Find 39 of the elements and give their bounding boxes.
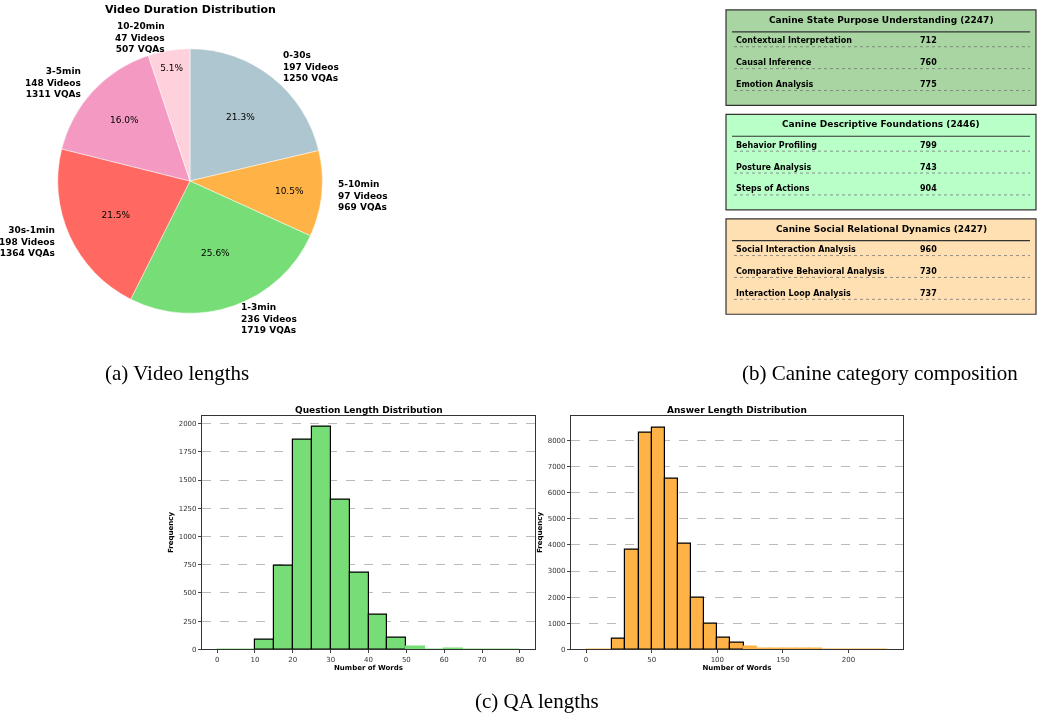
slice-label: 1-3min 236 Videos 1719 VQAs [241, 302, 297, 336]
data-label: 25.6% [201, 248, 231, 259]
text: Canine Social Relational Dynamics (2427) [776, 224, 988, 234]
text: 799 [920, 141, 938, 150]
text: Behavior Profiling [736, 141, 818, 150]
chart-title: Question Length Distribution [295, 405, 443, 415]
text: Interaction Loop Analysis [736, 289, 851, 298]
text: 760 [920, 58, 938, 67]
slice-label: 10-20min 47 Videos 507 VQAs [115, 21, 165, 55]
text: 730 [920, 267, 938, 276]
text: (c) QA lengths [475, 689, 599, 713]
text: 775 [920, 80, 938, 89]
text: Comparative Behavioral Analysis [736, 267, 885, 276]
text: 960 [920, 245, 938, 254]
chart-title: Video Duration Distribution [105, 3, 276, 16]
text: (b) Canine category composition [742, 361, 1019, 385]
data-label: 16.0% [110, 115, 140, 126]
text: 737 [920, 289, 937, 298]
text: Canine State Purpose Understanding (2247) [769, 15, 994, 25]
text: Posture Analysis [736, 163, 812, 172]
text: Social Interaction Analysis [736, 245, 856, 254]
text: Steps of Actions [736, 184, 810, 193]
text: Canine Descriptive Foundations (2446) [782, 119, 980, 129]
slice-label: 3-5min 148 Videos 1311 VQAs [25, 66, 81, 100]
text: Emotion Analysis [736, 80, 814, 89]
slice-label: 0-30s 197 Videos 1250 VQAs [283, 50, 339, 84]
text: 743 [920, 163, 937, 172]
data-label: 21.5% [101, 209, 131, 220]
data-label: 10.5% [274, 185, 304, 196]
text: Causal Inference [736, 58, 813, 67]
text: Contextual Interpretation [736, 36, 853, 45]
text: 904 [920, 184, 938, 193]
data-label: 21.3% [226, 111, 256, 122]
chart-title: Answer Length Distribution [667, 405, 807, 415]
text: (a) Video lengths [105, 361, 250, 385]
slice-label: 5-10min 97 Videos 969 VQAs [338, 179, 388, 213]
text: 712 [920, 36, 937, 45]
slice-label: 30s-1min 198 Videos 1364 VQAs [0, 225, 55, 259]
data-label: 5.1% [160, 63, 184, 74]
